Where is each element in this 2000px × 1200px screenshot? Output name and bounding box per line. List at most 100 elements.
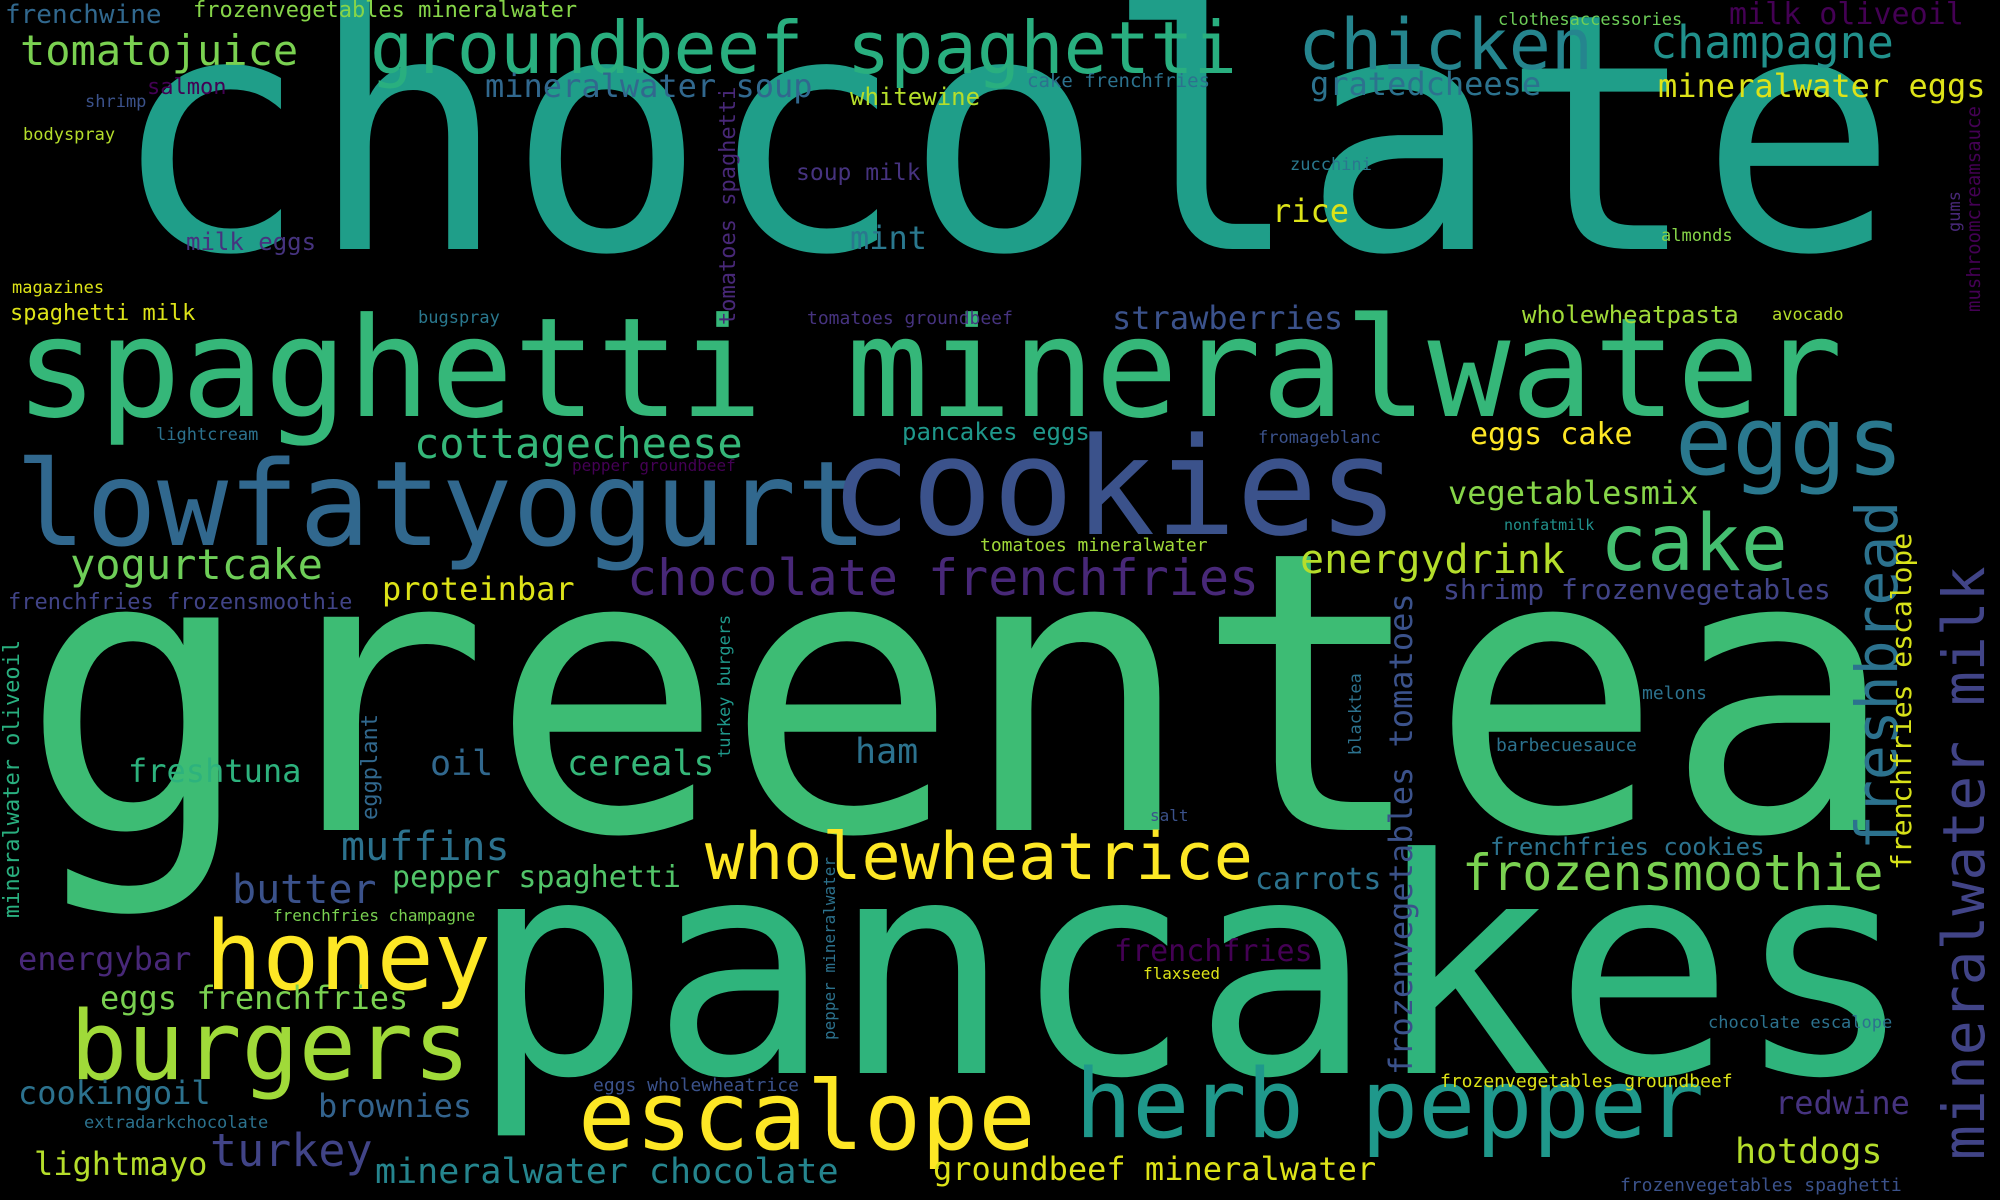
word-clothesaccessories: clothesaccessories [1498,10,1683,30]
word-chocolate-frenchfries: chocolate frenchfries [627,549,1260,607]
word-gums: gums [1945,191,1965,232]
word-tomatoes-mineralwater: tomatoes mineralwater [980,535,1208,556]
word-champagne: champagne [1650,16,1894,69]
word-proteinbar: proteinbar [382,570,575,608]
word-pepper-groundbeef: pepper groundbeef [572,456,736,475]
word-avocado: avocado [1772,305,1844,325]
word-wholewheatpasta: wholewheatpasta [1522,301,1739,329]
word-cottagecheese: cottagecheese [414,419,743,468]
word-eggs-frenchfries: eggs frenchfries [100,979,409,1017]
word-frozenvegetables-spaghetti: frozenvegetables spaghetti [1620,1175,1902,1196]
word-frozenvegetables-tomatoes: frozenvegetables tomatoes [1382,593,1420,1075]
word-pancakes: pancakes [470,795,1915,1144]
word-groundbeef-mineralwater: groundbeef mineralwater [933,1150,1377,1188]
word-pancakes-eggs: pancakes eggs [902,418,1090,446]
word-groundbeef-spaghetti: groundbeef spaghetti [370,6,1237,90]
word-muffins: muffins [341,824,510,870]
word-flaxseed: flaxseed [1143,964,1221,983]
word-turkey-burgers: turkey burgers [715,614,735,758]
word-herb-pepper: herb pepper [1075,1050,1705,1160]
word-spaghetti-milk: spaghetti milk [10,301,196,326]
word-honey: honey [205,902,491,1012]
word-shrimp: shrimp [85,92,147,112]
word-frenchfries-champagne: frenchfries champagne [273,906,476,925]
word-blacktea: blacktea [1346,673,1366,755]
word-energydrink: energydrink [1300,537,1565,583]
word-eggs: eggs [1675,387,1904,497]
word-yogurtcake: yogurtcake [70,540,323,589]
word-frozenvegetables-mineralwater: frozenvegetables mineralwater [193,0,578,23]
word-strawberries: strawberries [1112,299,1344,337]
word-escalope: escalope [578,1062,1036,1172]
word-magazines: magazines [12,278,105,298]
word-brownies: brownies [318,1087,473,1125]
word-hotdogs: hotdogs [1735,1132,1883,1172]
word-burgers: burgers [70,992,471,1102]
word-tomatoes-groundbeef: tomatoes groundbeef [807,308,1013,329]
word-cookies: cookies [830,409,1399,566]
word-cereals: cereals [567,744,715,784]
word-milk-oliveoil: milk oliveoil [1729,0,1964,32]
word-eggs-wholewheatrice: eggs wholewheatrice [593,1075,799,1096]
word-milk-eggs: milk eggs [186,228,317,256]
word-eggplant: eggplant [358,714,383,820]
word-pepper-spaghetti: pepper spaghetti [392,860,681,895]
word-frozensmoothie: frozensmoothie [1462,844,1884,902]
word-frenchfries-escalope: frenchfries escalope [1885,532,1918,870]
word-mineralwater-soup: mineralwater soup [485,67,813,105]
word-chocolate-escalope: chocolate escalope [1708,1013,1893,1033]
word-bodyspray: bodyspray [23,125,116,145]
word-soup-milk: soup milk [796,160,921,186]
word-wholewheatrice: wholewheatrice [705,820,1253,895]
word-turkey: turkey [210,1124,373,1177]
word-eggs-cake: eggs cake [1470,417,1633,452]
word-energybar: energybar [18,940,192,978]
word-gratedcheese: gratedcheese [1310,65,1542,103]
word-chicken: chicken [1298,4,1594,86]
word-ham: ham [855,732,919,772]
word-tomatoes-spaghetti: tomatoes spaghetti [716,86,741,325]
word-nonfatmilk: nonfatmilk [1504,516,1595,534]
word-frenchfries: frenchfries [1114,934,1313,969]
word-greentea: greentea [20,468,1899,922]
word-oil: oil [430,744,494,784]
word-mineralwater-chocolate: mineralwater chocolate [375,1152,839,1192]
word-shrimp-frozenvegetables: shrimp frozenvegetables [1443,573,1831,606]
word-mineralwater-eggs: mineralwater eggs [1658,67,1986,105]
word-redwine: redwine [1775,1084,1910,1122]
word-chocolate: chocolate [110,0,1899,327]
word-frenchfries-frozensmoothie: frenchfries frozensmoothie [8,590,353,615]
word-salt: salt [1150,806,1189,825]
word-pepper-mineralwater: pepper mineralwater [820,856,839,1040]
word-melons: melons [1642,683,1708,704]
word-cake-frenchfries: cake frenchfries [1027,70,1211,92]
word-freshtuna: freshtuna [128,752,302,790]
word-mint: mint [850,219,928,257]
word-cookingoil: cookingoil [18,1074,211,1112]
word-salmon: salmon [147,75,227,100]
word-cake: cake [1600,499,1788,589]
word-mushroomcreamsauce: mushroomcreamsauce [1963,106,1985,312]
word-lowfatyogurt: lowfatyogurt [15,435,868,573]
word-frozenvegetables-groundbeef: frozenvegetables groundbeef [1440,1071,1733,1092]
word-extradarkchocolate: extradarkchocolate [84,1113,269,1133]
word-frenchwine: frenchwine [5,0,162,30]
word-butter: butter [232,867,377,913]
word-mineralwater-oliveoil: mineralwater oliveoil [0,639,25,918]
word-frenchfries-cookies: frenchfries cookies [1490,833,1765,861]
word-rice: rice [1272,192,1350,230]
word-carrots: carrots [1255,862,1382,897]
word-tomatojuice: tomatojuice [20,26,299,75]
word-barbecuesauce: barbecuesauce [1496,735,1637,756]
word-whitewine: whitewine [850,83,981,111]
word-bugspray: bugspray [418,308,500,328]
word-almonds: almonds [1661,226,1733,246]
word-vegetablesmix: vegetablesmix [1448,474,1699,512]
word-lightcream: lightcream [156,425,259,445]
word-mineralwater-milk: mineralwater milk [1930,566,1998,1160]
word-spaghetti-mineralwater: spaghetti mineralwater [15,288,1843,449]
word-zucchini: zucchini [1290,155,1372,175]
word-lightmayo: lightmayo [34,1145,208,1183]
word-fromageblanc: fromageblanc [1258,428,1381,448]
